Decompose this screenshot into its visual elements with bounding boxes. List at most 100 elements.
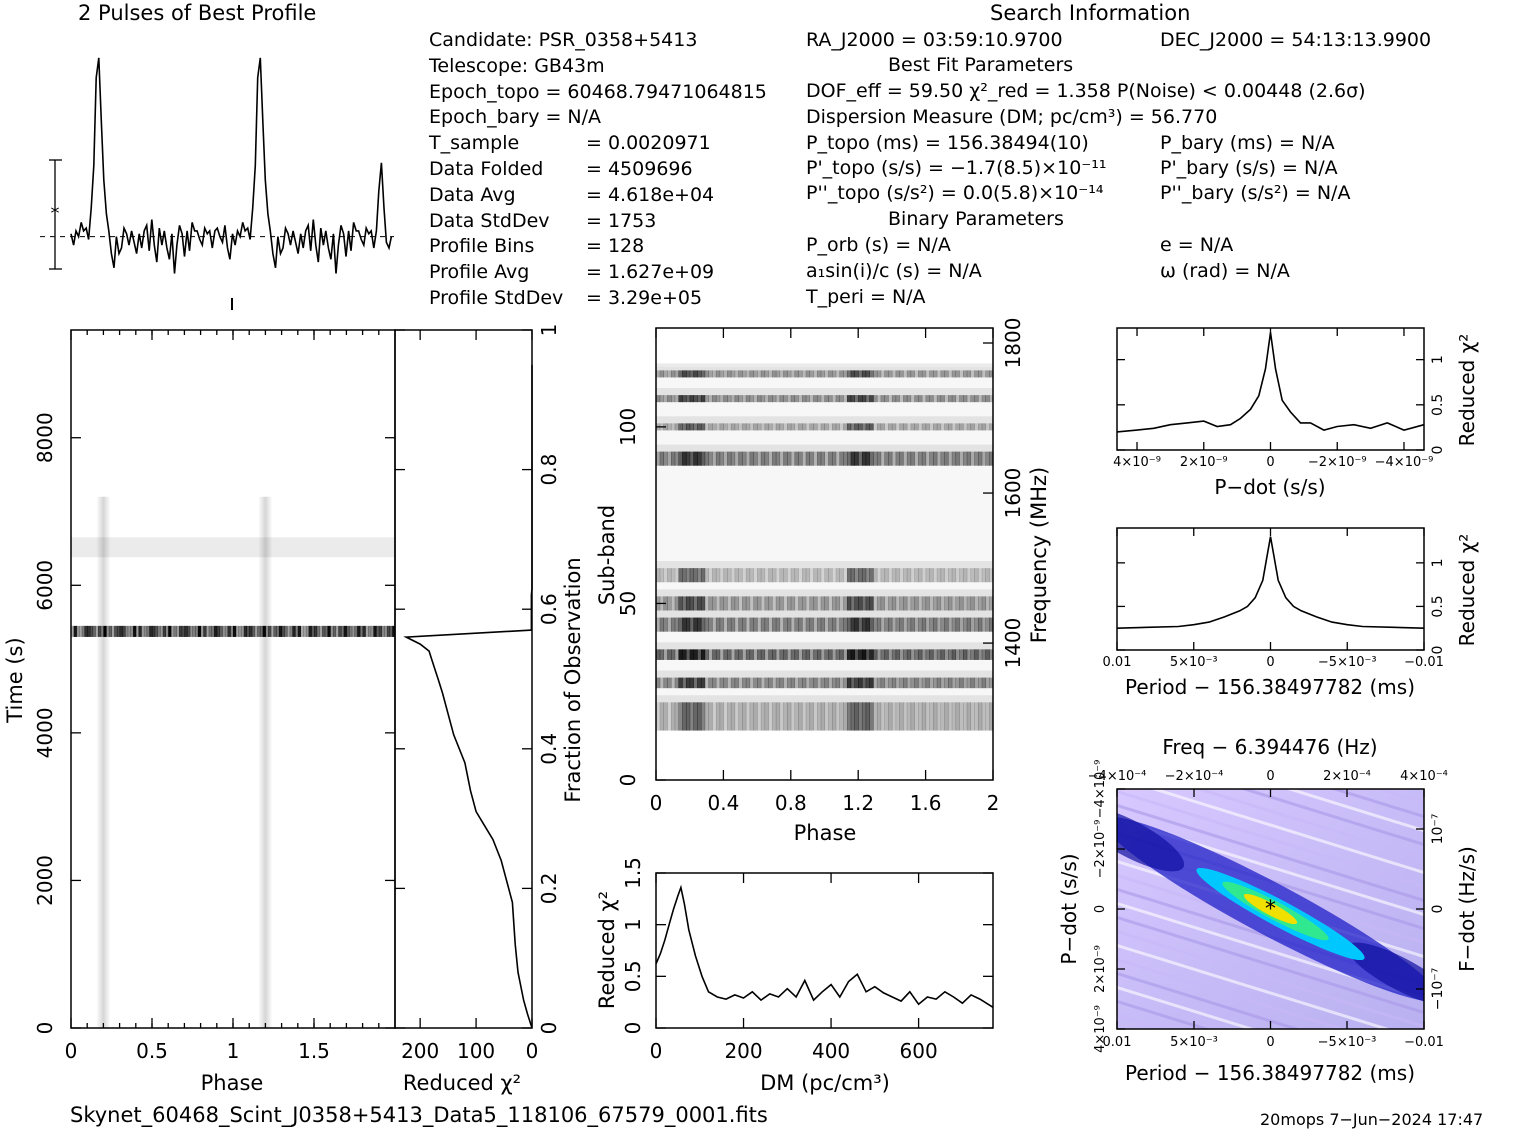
subband-band-5-seg-58 <box>873 568 878 583</box>
subband-band-7-seg-54 <box>858 423 863 431</box>
search-info-title: Search Information <box>990 1 1191 25</box>
rfi-band-0-seg-111 <box>370 625 374 637</box>
subband-band-9-seg-62 <box>888 370 893 378</box>
subband-band-8-seg-58 <box>873 395 878 403</box>
subband-band-4-seg-80 <box>955 596 960 611</box>
sb-xlabel-2: 0.8 <box>775 791 807 815</box>
subband-band-3-seg-52 <box>850 617 855 632</box>
subband-band-7-seg-73 <box>929 423 934 431</box>
subband-band-5-seg-88 <box>985 568 990 583</box>
subband-band-0-seg-38 <box>798 702 803 731</box>
subband-band-8-seg-47 <box>831 395 837 403</box>
subband-band-1-seg-48 <box>835 677 840 689</box>
rfi-band-0-seg-9 <box>95 625 99 637</box>
subband-band-7-seg-59 <box>876 423 882 431</box>
rfi-band-0-seg-2 <box>76 625 80 637</box>
subband-band-3-seg-6 <box>678 617 683 632</box>
subband-band-5-seg-47 <box>831 568 837 583</box>
subband-band-0-seg-29 <box>764 702 769 731</box>
dm-chi2-line <box>655 884 994 1008</box>
profile-title: 2 Pulses of Best Profile <box>78 1 317 25</box>
pe-xlabel-0: 0.01 <box>1103 655 1132 670</box>
subband-band-5-seg-67 <box>906 568 912 583</box>
subband-band-5-seg-65 <box>899 568 904 583</box>
subband-band-0-seg-67 <box>906 702 912 731</box>
subband-band-7-seg-15 <box>712 423 717 431</box>
rfi-band-0-seg-114 <box>378 625 382 637</box>
subband-band-4-seg-45 <box>824 596 829 611</box>
rfi-band-0-seg-64 <box>243 625 247 637</box>
subband-band-5 <box>656 568 993 583</box>
subband-band-8-seg-2 <box>663 395 668 403</box>
subband-band-2-seg-3 <box>667 649 672 660</box>
rfi-band-0-seg-39 <box>176 625 180 637</box>
subband-band-3-seg-74 <box>933 617 938 632</box>
subband-band-7-seg-46 <box>828 423 833 431</box>
subband-band-4-seg-86 <box>978 596 983 611</box>
subband-band-5-seg-43 <box>817 568 822 583</box>
rfi-band-0-seg-76 <box>276 625 280 637</box>
pe-xlabel-4: −0.01 <box>1404 655 1444 670</box>
rfi-band-0-seg-75 <box>273 625 277 637</box>
subband-band-0-seg-8 <box>685 702 691 731</box>
subband-band-8-seg-27 <box>757 395 762 403</box>
subband-band-3-seg-23 <box>742 617 747 632</box>
pp-xlabel-4: −0.01 <box>1404 1035 1444 1050</box>
subband-band-7-seg-88 <box>985 423 990 431</box>
subband-band-6-seg-54 <box>858 451 863 466</box>
rfi-band-0-seg-56 <box>222 625 226 637</box>
subband-band-0-seg-5 <box>674 702 679 731</box>
info-label-2: Epoch_topo = 60468.79471064815 <box>429 80 767 103</box>
subband-band-2-seg-71 <box>921 649 927 660</box>
subband-band-9-seg-15 <box>712 370 717 378</box>
subband-band-8-seg-74 <box>933 395 938 403</box>
rfi-band-0-seg-35 <box>165 625 169 637</box>
rfi-band-0-seg-90 <box>314 625 318 637</box>
subband-band-7-seg-14 <box>708 423 713 431</box>
subband-band-5-seg-21 <box>734 568 739 583</box>
rfi-band-0-seg-16 <box>114 625 118 637</box>
subband-band-9-seg-34 <box>783 370 788 378</box>
subband-band-3-seg-30 <box>768 617 773 632</box>
subband-band-7-seg-78 <box>948 423 953 431</box>
subband-band-9-seg-67 <box>906 370 912 378</box>
subband-band-1-seg-27 <box>757 677 762 689</box>
subband-band-5-seg-78 <box>948 568 953 583</box>
subband-band-1-seg-32 <box>775 677 781 689</box>
rfi-band-0-seg-78 <box>281 625 285 637</box>
subband-band-6-seg-48 <box>835 451 840 466</box>
binary-heading: Binary Parameters <box>888 208 1064 230</box>
subband-band-0-seg-53 <box>854 702 859 731</box>
data-filename: Skynet_60468_Scint_J0358+5413_Data5_1181… <box>70 1103 768 1127</box>
subband-band-8-seg-60 <box>880 395 885 403</box>
subband-band-0-seg-33 <box>779 702 784 731</box>
subband-band-8-seg-49 <box>839 395 844 403</box>
subband-band-5-seg-28 <box>760 568 766 583</box>
subband-band-7-seg-62 <box>888 423 893 431</box>
subband-band-1-seg-11 <box>697 677 702 689</box>
subband-band-9-seg-76 <box>940 370 945 378</box>
subband-band-1-seg-35 <box>787 677 792 689</box>
subband-band-0-seg-85 <box>974 702 979 731</box>
rfi-band-0-seg-115 <box>381 625 385 637</box>
subband-band-8-seg-10 <box>693 395 698 403</box>
subband-band-5-seg-52 <box>850 568 855 583</box>
subband-band-6-seg-69 <box>914 451 919 466</box>
subband-band-6-seg-19 <box>727 451 732 466</box>
subband-band-7-seg-17 <box>719 423 724 431</box>
subband-band-1-seg-4 <box>670 677 676 689</box>
rfi-band-0-seg-107 <box>359 625 364 637</box>
subband-band-9-seg-52 <box>850 370 855 378</box>
pp-toplabel-3: 2×10⁻⁴ <box>1323 769 1371 784</box>
subband-band-3-seg-53 <box>854 617 859 632</box>
tp-xlabel-0: 0 <box>65 1039 78 1063</box>
subband-band-1-seg-5 <box>674 677 679 689</box>
subband-band-2-seg-16 <box>715 649 721 660</box>
subband-band-5-seg-82 <box>963 568 968 583</box>
subband-band-9-seg-48 <box>835 370 840 378</box>
subband-band-8-seg-1 <box>659 395 664 403</box>
subband-band-8-seg-71 <box>921 395 927 403</box>
subband-band-1-seg-15 <box>712 677 717 689</box>
subband-band-0-seg-12 <box>700 702 706 731</box>
subband-band-5-seg-66 <box>903 568 908 583</box>
